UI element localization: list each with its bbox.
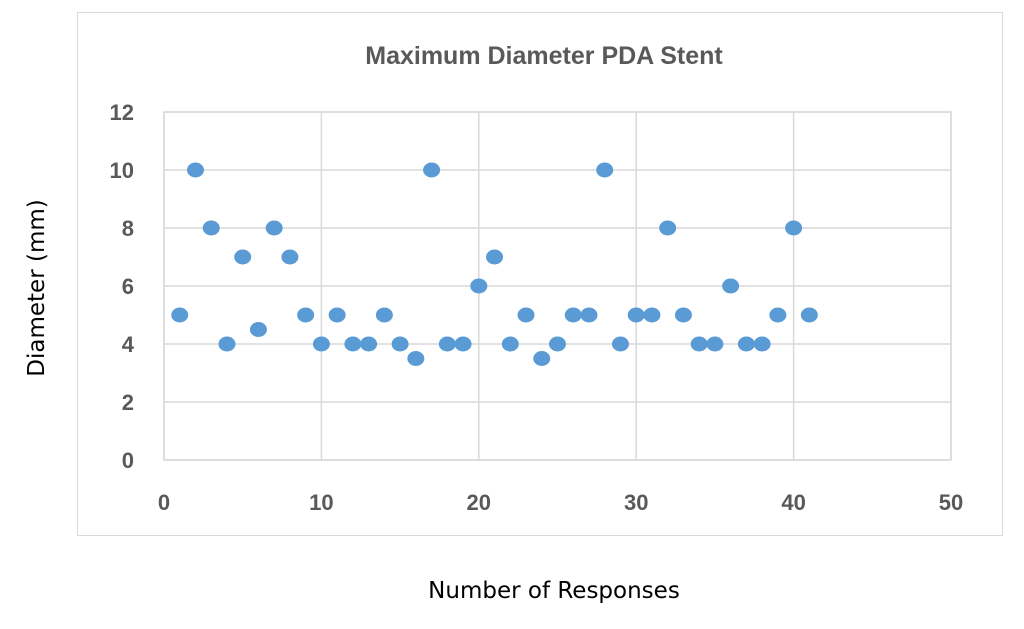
data-point: [706, 336, 724, 352]
data-point: [249, 322, 267, 337]
data-point: [753, 336, 771, 352]
x-axis-ticks: 0 10 20 30 40 50: [158, 490, 963, 515]
data-point: [218, 336, 236, 352]
data-point: [344, 336, 362, 352]
data-points: [171, 162, 818, 366]
data-point: [501, 336, 519, 352]
data-point: [690, 336, 708, 352]
x-tick-label: 0: [158, 490, 170, 515]
data-point: [611, 336, 629, 352]
y-tick-label: 0: [122, 448, 134, 473]
x-tick-label: 30: [624, 490, 648, 515]
chart-frame: [77, 12, 1003, 536]
data-point: [454, 336, 472, 352]
plot-area-border: [163, 111, 952, 461]
data-point: [549, 336, 566, 352]
x-tick-label: 10: [309, 490, 333, 515]
data-point: [407, 351, 425, 366]
data-point: [517, 307, 535, 323]
data-point: [265, 220, 283, 236]
data-point: [785, 220, 803, 236]
y-tick-label: 4: [122, 332, 135, 357]
data-point: [564, 307, 582, 323]
data-point: [643, 307, 661, 323]
data-point: [202, 220, 220, 236]
data-point: [627, 307, 645, 323]
x-tick-label: 40: [781, 490, 805, 515]
x-tick-label: 20: [467, 490, 491, 515]
y-tick-label: 10: [110, 158, 134, 183]
data-point: [297, 307, 315, 323]
data-point: [234, 249, 252, 265]
data-point: [674, 307, 692, 323]
data-point: [391, 336, 409, 352]
y-axis-title: Diameter (mm): [24, 199, 50, 376]
data-point: [470, 278, 488, 294]
y-tick-label: 12: [110, 100, 134, 125]
data-point: [659, 220, 677, 236]
y-axis-ticks: 0 2 4 6 8 10 12: [110, 100, 135, 473]
data-point: [375, 307, 393, 323]
data-point: [186, 162, 204, 178]
x-axis-title: Number of Responses: [428, 578, 680, 604]
y-tick-label: 8: [122, 216, 134, 241]
data-point: [596, 162, 614, 178]
data-point: [438, 336, 456, 352]
data-point: [722, 278, 740, 294]
x-tick-label: 50: [939, 490, 963, 515]
y-tick-label: 6: [122, 274, 134, 299]
data-point: [328, 307, 346, 323]
chart-title: Maximum Diameter PDA Stent: [365, 42, 723, 70]
data-point: [423, 162, 441, 178]
data-point: [800, 307, 818, 323]
data-point: [312, 336, 330, 352]
data-point: [533, 351, 551, 366]
data-point: [769, 307, 787, 323]
grid-layer: [163, 111, 952, 461]
data-point: [580, 307, 598, 323]
data-point: [171, 307, 189, 323]
data-point: [737, 336, 755, 352]
data-point: [360, 336, 378, 352]
data-point: [486, 249, 504, 265]
data-point: [281, 249, 299, 265]
y-tick-label: 2: [122, 390, 134, 415]
